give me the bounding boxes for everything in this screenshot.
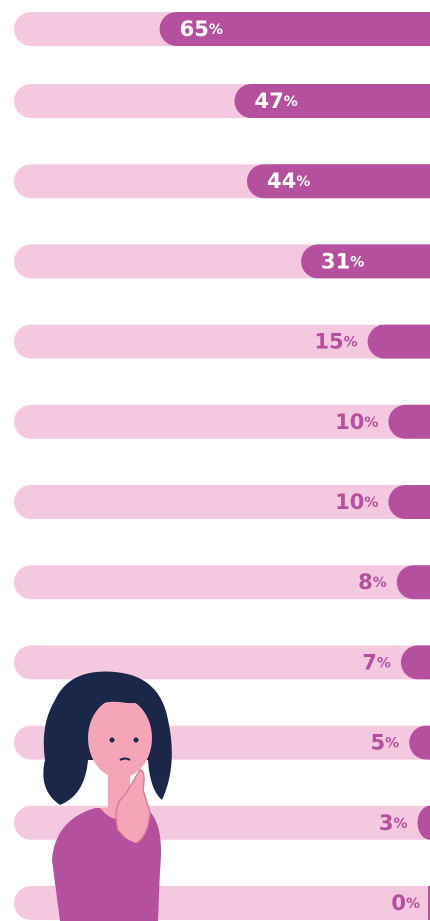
value-label: 3%	[379, 811, 408, 835]
track	[13, 324, 430, 359]
value-label: 5%	[371, 731, 400, 755]
bar	[367, 324, 430, 359]
bar	[301, 244, 430, 279]
value-label: 8%	[358, 570, 387, 594]
value-label: 15%	[314, 330, 357, 354]
bar	[396, 565, 430, 600]
value-label: 10%	[335, 490, 378, 514]
bar	[234, 84, 430, 118]
value-label: 47%	[254, 89, 297, 113]
bar	[417, 805, 430, 840]
bar	[246, 164, 430, 199]
value-label: 31%	[321, 249, 364, 273]
track	[13, 565, 430, 600]
bar	[428, 886, 430, 920]
track	[14, 485, 430, 519]
bar	[388, 404, 430, 439]
track	[13, 404, 430, 439]
bar	[388, 485, 430, 519]
bar	[159, 12, 430, 46]
value-label: 44%	[267, 169, 310, 193]
track	[13, 645, 430, 680]
value-label: 0%	[391, 891, 420, 915]
bar	[400, 645, 430, 680]
bar	[409, 725, 430, 760]
value-label: 65%	[180, 17, 223, 41]
value-label: 10%	[335, 410, 378, 434]
value-label: 7%	[362, 650, 391, 674]
illustration	[43, 671, 172, 921]
